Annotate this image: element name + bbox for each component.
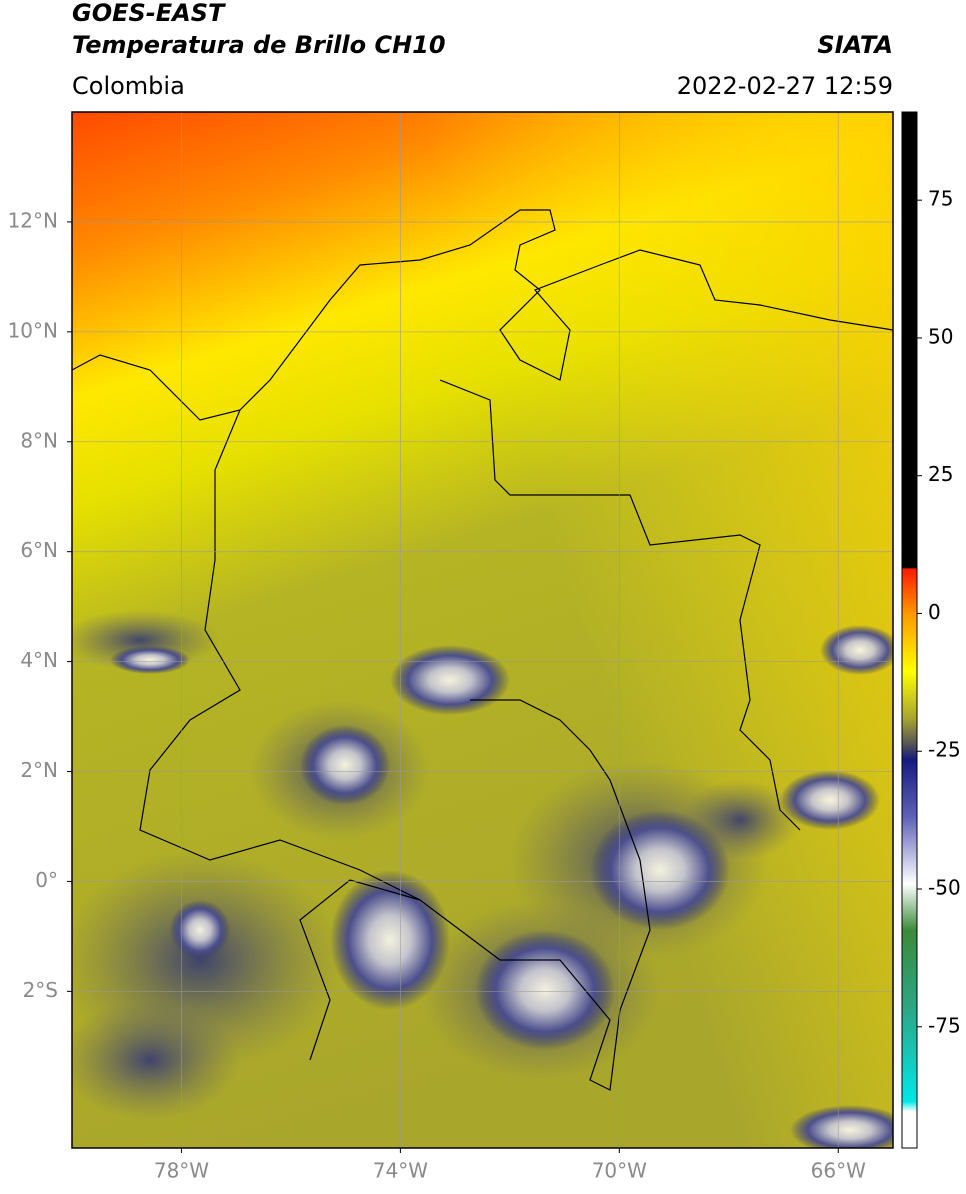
map-image [72,112,893,1148]
colorbar-tick-label: 50 [928,324,953,348]
lon-tick-label: 70°W [592,1159,647,1183]
lon-tick-label: 78°W [154,1159,209,1183]
graticule [72,112,893,1148]
source: SIATA [817,31,893,59]
lat-tick-label: 6°N [20,538,58,562]
colorbar-tick-label: -75 [928,1013,961,1037]
colorbar-tick-label: -25 [928,738,961,762]
subtitle: Temperatura de Brillo CH10 [72,31,446,59]
map-frame [71,111,894,1149]
lat-tick-label: 12°N [8,208,58,232]
lat-tick-label: 4°N [20,648,58,672]
lat-tick-label: 0° [35,868,58,892]
lat-tick-label: 10°N [8,318,58,342]
colorbar [901,111,918,1149]
colorbar-tick-label: 75 [928,187,953,211]
colorbar-tick-label: 0 [928,600,941,624]
lat-tick-label: 8°N [20,428,58,452]
lat-tick-label: 2°S [23,978,58,1002]
lon-tick-label: 74°W [373,1159,428,1183]
colorbar-tick-label: 25 [928,462,953,486]
lon-tick-label: 66°W [811,1159,866,1183]
colorbar-tick-label: -50 [928,876,961,900]
title: GOES-EAST [72,0,226,27]
lat-tick-label: 2°N [20,758,58,782]
region: Colombia [72,72,185,100]
datetime: 2022-02-27 12:59 [677,72,893,100]
